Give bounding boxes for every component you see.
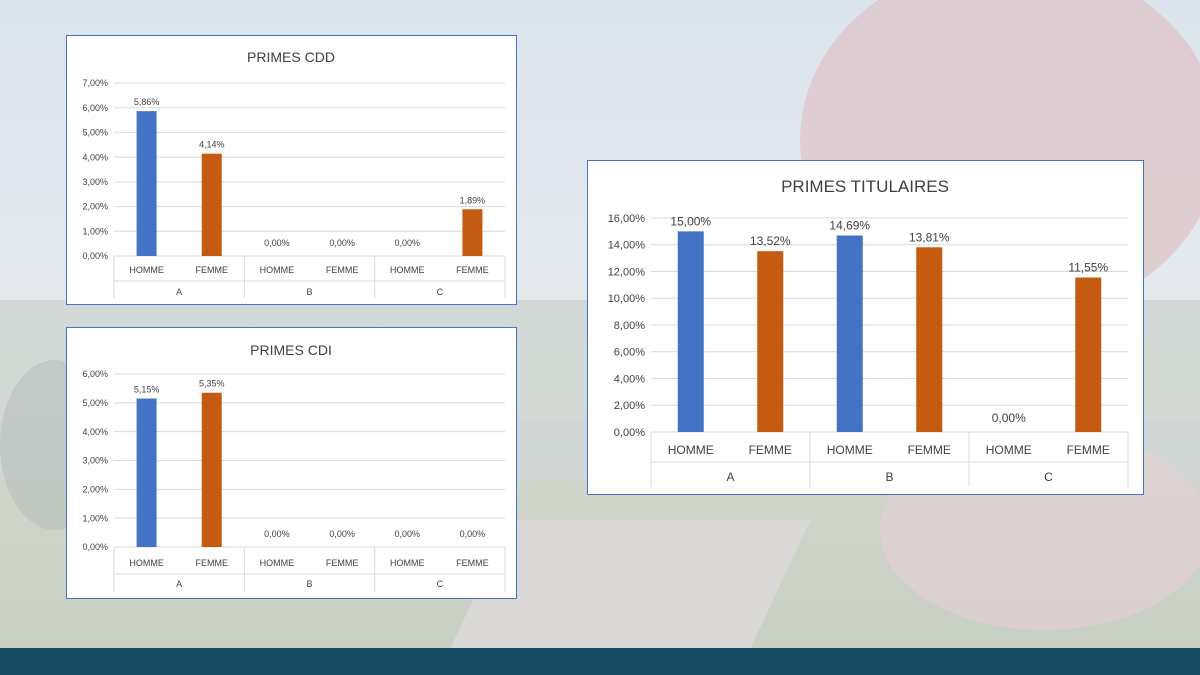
data-label: 5,15%	[134, 385, 160, 395]
chart-title-cdd: PRIMES CDD	[247, 49, 335, 65]
category-label: HOMME	[260, 265, 295, 275]
category-label: HOMME	[129, 558, 164, 568]
group-label: B	[306, 287, 312, 297]
y-tick-label: 5,00%	[82, 398, 108, 408]
group-label: A	[726, 470, 734, 484]
category-label: FEMME	[196, 265, 229, 275]
category-label: FEMME	[196, 558, 229, 568]
category-label: FEMME	[749, 443, 792, 457]
y-tick-label: 2,00%	[82, 202, 108, 212]
data-label: 0,00%	[992, 411, 1026, 425]
data-label: 0,00%	[264, 238, 290, 248]
chart-title-titulaires: PRIMES TITULAIRES	[781, 177, 949, 196]
y-tick-label: 6,00%	[614, 347, 645, 359]
category-label: HOMME	[129, 265, 164, 275]
bar-femme-c	[462, 209, 483, 256]
chart-primes-cdi: PRIMES CDI 0,00% 1,00% 2,00% 3,00% 4,00% 5,00%…	[66, 327, 517, 599]
bar-femme-a	[201, 153, 222, 256]
category-label: FEMME	[456, 558, 489, 568]
category-label: HOMME	[986, 443, 1032, 457]
category-label: HOMME	[390, 558, 425, 568]
bar-homme-a	[136, 398, 157, 547]
bar-femme-a	[201, 392, 222, 547]
y-tick-label: 4,00%	[82, 152, 108, 162]
category-label: HOMME	[260, 558, 295, 568]
group-label: C	[437, 579, 444, 589]
category-label: FEMME	[908, 443, 951, 457]
y-tick-label: 1,00%	[82, 513, 108, 523]
y-tick-label: 0,00%	[82, 251, 108, 261]
y-tick-label: 2,00%	[82, 484, 108, 494]
data-label: 0,00%	[460, 529, 486, 539]
category-label: FEMME	[1067, 443, 1110, 457]
y-tick-label: 1,00%	[82, 226, 108, 236]
y-tick-label: 5,00%	[82, 128, 108, 138]
y-tick-label: 0,00%	[614, 427, 645, 439]
group-label: B	[885, 470, 893, 484]
y-tick-label: 16,00%	[608, 213, 646, 225]
chart-title-cdi: PRIMES CDI	[250, 342, 332, 358]
data-label: 0,00%	[329, 529, 355, 539]
category-label: FEMME	[326, 558, 359, 568]
data-label: 0,00%	[329, 238, 355, 248]
bar-homme-a	[136, 111, 157, 256]
category-label: HOMME	[390, 265, 425, 275]
data-label: 5,86%	[134, 97, 160, 107]
footer-bar	[0, 648, 1200, 675]
category-label: FEMME	[326, 265, 359, 275]
chart-svg-titulaires: PRIMES TITULAIRES 0,00% 2,00% 4,00% 6,00% 8,0…	[608, 177, 1129, 487]
chart-primes-cdd: PRIMES CDD 0,00% 1,00% 2,00% 3,00% 4,00% 5,00%…	[66, 35, 517, 305]
data-label: 0,00%	[394, 529, 420, 539]
data-label: 0,00%	[394, 238, 420, 248]
y-tick-label: 12,00%	[608, 266, 646, 278]
data-label: 1,89%	[460, 195, 486, 205]
y-tick-label: 4,00%	[614, 373, 645, 385]
data-label: 15,00%	[670, 214, 711, 228]
chart-primes-titulaires: PRIMES TITULAIRES 0,00% 2,00% 4,00% 6,00% 8,0…	[587, 160, 1144, 495]
y-tick-label: 14,00%	[608, 240, 646, 252]
category-label: FEMME	[456, 265, 489, 275]
group-label: B	[306, 579, 312, 589]
chart-svg-cdd: PRIMES CDD 0,00% 1,00% 2,00% 3,00% 4,00% 5,00%…	[82, 49, 506, 298]
group-label: A	[176, 579, 182, 589]
y-tick-label: 0,00%	[82, 542, 108, 552]
data-label: 11,55%	[1068, 261, 1108, 275]
data-label: 14,69%	[829, 219, 870, 233]
data-label: 0,00%	[264, 529, 290, 539]
data-label: 5,35%	[199, 379, 225, 389]
y-tick-label: 8,00%	[614, 320, 645, 332]
group-label: C	[1044, 470, 1053, 484]
y-tick-label: 2,00%	[614, 400, 645, 412]
y-tick-label: 6,00%	[82, 103, 108, 113]
data-label: 13,81%	[909, 230, 950, 244]
group-label: A	[176, 287, 182, 297]
category-label: HOMME	[668, 443, 714, 457]
bar-homme-a	[677, 231, 704, 432]
bar-homme-b	[836, 235, 863, 432]
bar-femme-a	[757, 251, 784, 432]
y-tick-label: 6,00%	[82, 369, 108, 379]
y-tick-label: 4,00%	[82, 427, 108, 437]
y-tick-label: 7,00%	[82, 78, 108, 88]
bar-femme-c	[1075, 277, 1102, 432]
y-tick-label: 3,00%	[82, 177, 108, 187]
data-label: 13,52%	[750, 234, 791, 248]
category-label: HOMME	[827, 443, 873, 457]
chart-svg-cdi: PRIMES CDI 0,00% 1,00% 2,00% 3,00% 4,00% 5,00%…	[82, 342, 506, 592]
group-label: C	[437, 287, 444, 297]
y-tick-label: 3,00%	[82, 456, 108, 466]
y-tick-label: 10,00%	[608, 293, 646, 305]
data-label: 4,14%	[199, 140, 225, 150]
bar-femme-b	[916, 247, 943, 432]
